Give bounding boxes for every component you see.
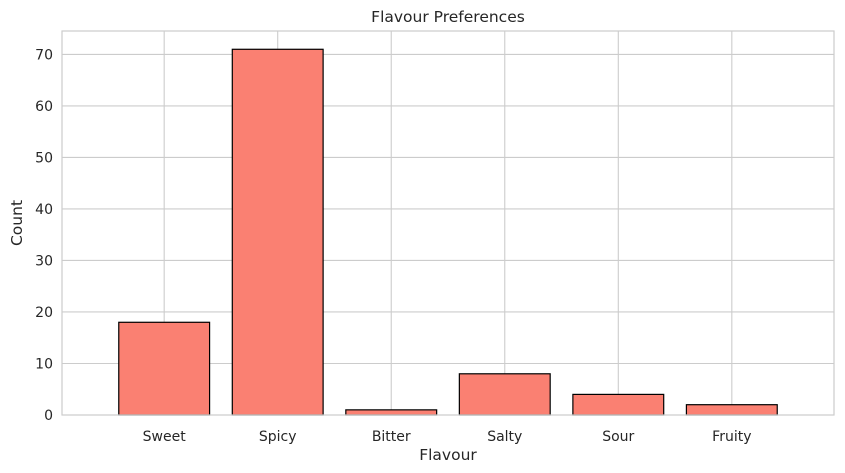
bar-sour (572, 393, 665, 416)
x-tick-label: Sweet (143, 429, 187, 445)
x-tick-label: Spicy (259, 429, 297, 445)
x-axis-label: Flavour (419, 446, 477, 464)
x-tick-label: Fruity (712, 429, 751, 445)
plot-frame (61, 30, 835, 416)
y-tick-label: 30 (35, 253, 53, 269)
grid-lines (62, 31, 834, 416)
y-axis-label: Count (8, 200, 26, 246)
y-tick-label: 70 (35, 47, 53, 63)
x-tick-label: Salty (487, 429, 522, 445)
bar-fruity (685, 404, 778, 416)
x-tick-label: Bitter (372, 429, 411, 445)
y-tick-label: 20 (35, 305, 53, 321)
bar-salty (458, 373, 551, 416)
bar-spicy (231, 48, 324, 416)
x-tick-label: Sour (602, 429, 634, 445)
y-tick-label: 0 (44, 408, 53, 424)
bar-bitter (345, 409, 438, 416)
y-tick-label: 10 (35, 356, 53, 372)
y-tick-label: 60 (35, 99, 53, 115)
x-tick-labels: Sweet Spicy Bitter Salty Sour Fruity (143, 429, 752, 445)
bar-sweet (118, 321, 211, 416)
y-tick-label: 50 (35, 150, 53, 166)
y-tick-labels: 0 10 20 30 40 50 60 70 (35, 47, 53, 424)
chart-title: Flavour Preferences (371, 8, 525, 26)
bars (118, 48, 778, 416)
y-tick-label: 40 (35, 202, 53, 218)
